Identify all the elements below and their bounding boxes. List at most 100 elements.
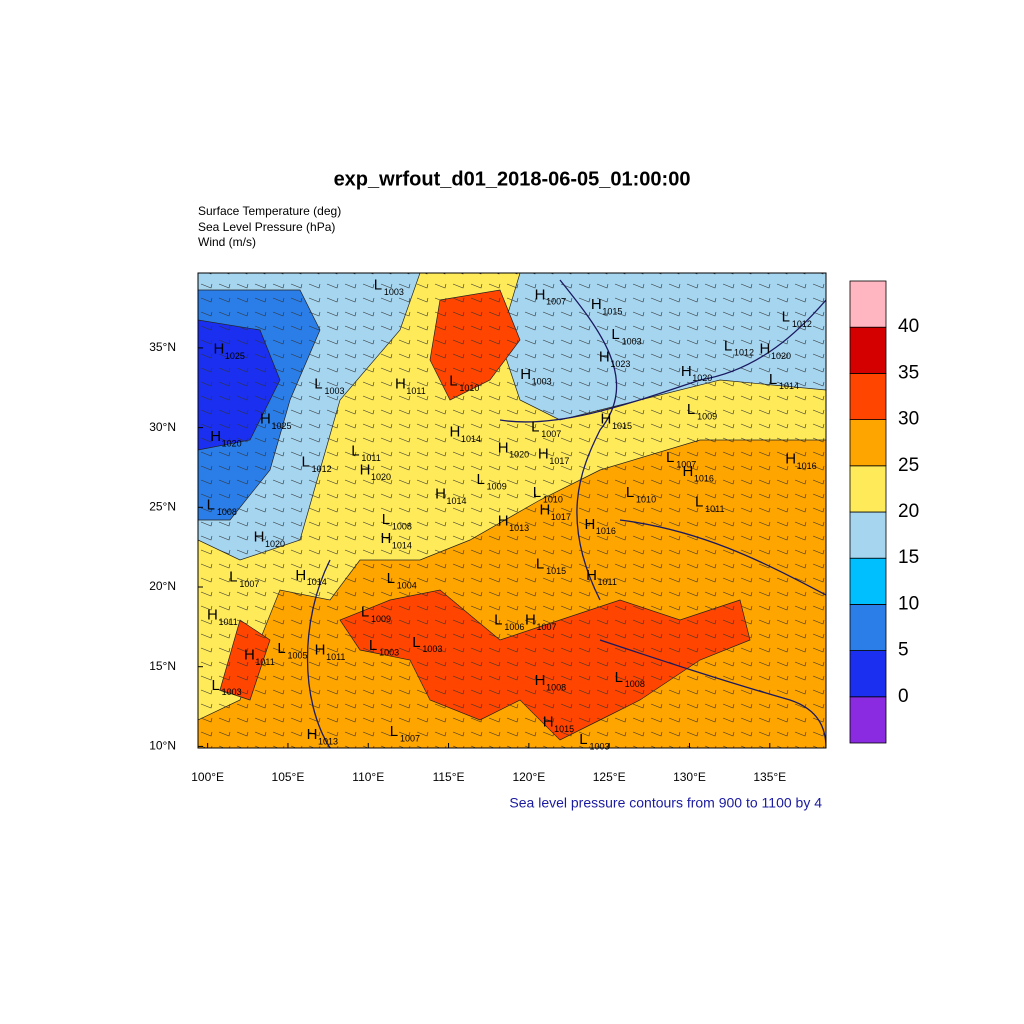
y-tick-label: 25°N xyxy=(149,499,176,513)
pressure-center: L 1005 xyxy=(277,640,307,660)
pressure-center: H 1017 xyxy=(538,446,569,466)
pressure-center: H 1020 xyxy=(681,363,712,383)
center-value: 1014 xyxy=(447,496,467,506)
center-letter: L xyxy=(579,731,587,748)
center-letter: L xyxy=(229,568,237,585)
center-value: 1003 xyxy=(379,647,399,657)
pressure-center: H 1025 xyxy=(260,411,291,431)
center-value: 1015 xyxy=(612,421,632,431)
center-value: 1008 xyxy=(392,521,412,531)
center-value: 1017 xyxy=(551,512,571,522)
center-letter: H xyxy=(681,363,692,380)
x-tick-label: 110°E xyxy=(352,770,384,784)
pressure-center: H 1020 xyxy=(498,439,529,459)
center-letter: H xyxy=(450,423,461,440)
pressure-center: L 1012 xyxy=(724,337,754,357)
pressure-center: L 1003 xyxy=(374,277,404,297)
center-letter: L xyxy=(351,442,359,459)
center-value: 1023 xyxy=(610,359,630,369)
center-letter: L xyxy=(369,637,377,654)
center-letter: L xyxy=(361,603,369,620)
center-letter: H xyxy=(498,513,509,530)
center-value: 1015 xyxy=(602,306,622,316)
center-value: 1014 xyxy=(461,434,481,444)
center-letter: L xyxy=(449,372,457,389)
pressure-center: L 1007 xyxy=(531,419,561,439)
pressure-center: H 1014 xyxy=(295,567,326,587)
colorbar-label: 25 xyxy=(898,455,919,476)
pressure-center: H 1014 xyxy=(450,423,481,443)
subtitle: Wind (m/s) xyxy=(198,235,256,249)
x-tick-label: 115°E xyxy=(433,770,465,784)
center-value: 1006 xyxy=(504,622,524,632)
center-letter: L xyxy=(477,471,485,488)
center-letter: H xyxy=(586,567,597,584)
center-letter: L xyxy=(626,484,634,501)
pressure-center: L 1011 xyxy=(351,442,381,462)
center-letter: H xyxy=(244,647,255,664)
pressure-center: L 1012 xyxy=(782,309,812,329)
colorbar-label: 35 xyxy=(898,362,919,383)
center-letter: L xyxy=(611,326,619,343)
center-letter: H xyxy=(535,286,546,303)
pressure-center: H 1015 xyxy=(543,713,574,733)
pressure-center: H 1011 xyxy=(395,376,426,396)
center-letter: H xyxy=(207,607,218,624)
pressure-center: H 1007 xyxy=(525,611,556,631)
center-value: 1014 xyxy=(779,381,799,391)
center-letter: L xyxy=(724,337,732,354)
pressure-center: H 1014 xyxy=(435,486,466,506)
pressure-center: L 1010 xyxy=(533,484,563,504)
map-frame xyxy=(197,272,827,749)
pressure-center: H 1008 xyxy=(535,672,566,692)
center-letter: L xyxy=(494,611,502,628)
center-value: 1011 xyxy=(255,657,274,667)
y-tick-label: 15°N xyxy=(149,659,176,673)
center-value: 1025 xyxy=(225,351,245,361)
y-tick-label: 10°N xyxy=(149,739,176,753)
colorbar-box xyxy=(849,650,887,698)
x-tick-label: 135°E xyxy=(753,770,786,784)
center-letter: H xyxy=(520,366,531,383)
center-value: 1008 xyxy=(625,679,645,689)
pressure-center: L 1007 xyxy=(229,568,259,588)
x-tick-label: 130°E xyxy=(673,770,706,784)
center-value: 1013 xyxy=(318,737,338,747)
center-value: 1008 xyxy=(217,507,237,517)
colorbar-label: 20 xyxy=(898,501,919,522)
pressure-center: H 1023 xyxy=(599,348,630,368)
center-letter: H xyxy=(295,567,306,584)
pressure-center: L 1014 xyxy=(769,371,799,391)
center-value: 1009 xyxy=(697,411,717,421)
center-letter: L xyxy=(615,669,623,686)
center-letter: L xyxy=(382,511,390,528)
center-letter: H xyxy=(540,501,551,518)
x-tick-label: 100°E xyxy=(191,770,224,784)
center-value: 1010 xyxy=(459,383,479,393)
center-letter: L xyxy=(301,454,309,471)
center-value: 1016 xyxy=(596,526,616,536)
pressure-center: L 1003 xyxy=(579,731,609,751)
pressure-center: L 1010 xyxy=(449,372,479,392)
center-value: 1012 xyxy=(792,319,812,329)
center-letter: H xyxy=(760,340,771,357)
pressure-center: H 1015 xyxy=(601,411,632,431)
center-letter: H xyxy=(584,516,595,533)
center-value: 1011 xyxy=(361,453,380,463)
pressure-center: H 1016 xyxy=(584,516,615,536)
center-letter: H xyxy=(538,446,549,463)
center-value: 1014 xyxy=(307,577,327,587)
pressure-center: L 1011 xyxy=(695,493,725,513)
center-value: 1005 xyxy=(288,651,308,661)
center-letter: H xyxy=(435,486,446,503)
colorbar-label: 40 xyxy=(898,316,919,337)
center-value: 1011 xyxy=(406,386,425,396)
pressure-center: L 1009 xyxy=(477,471,507,491)
center-value: 1003 xyxy=(622,337,642,347)
colorbar-box xyxy=(849,372,887,420)
colorbar-box xyxy=(849,604,887,652)
colorbar-box xyxy=(849,511,887,559)
pressure-center: H 1016 xyxy=(785,450,816,470)
pressure-center: L 1003 xyxy=(211,677,241,697)
x-tick-label: 120°E xyxy=(512,770,545,784)
